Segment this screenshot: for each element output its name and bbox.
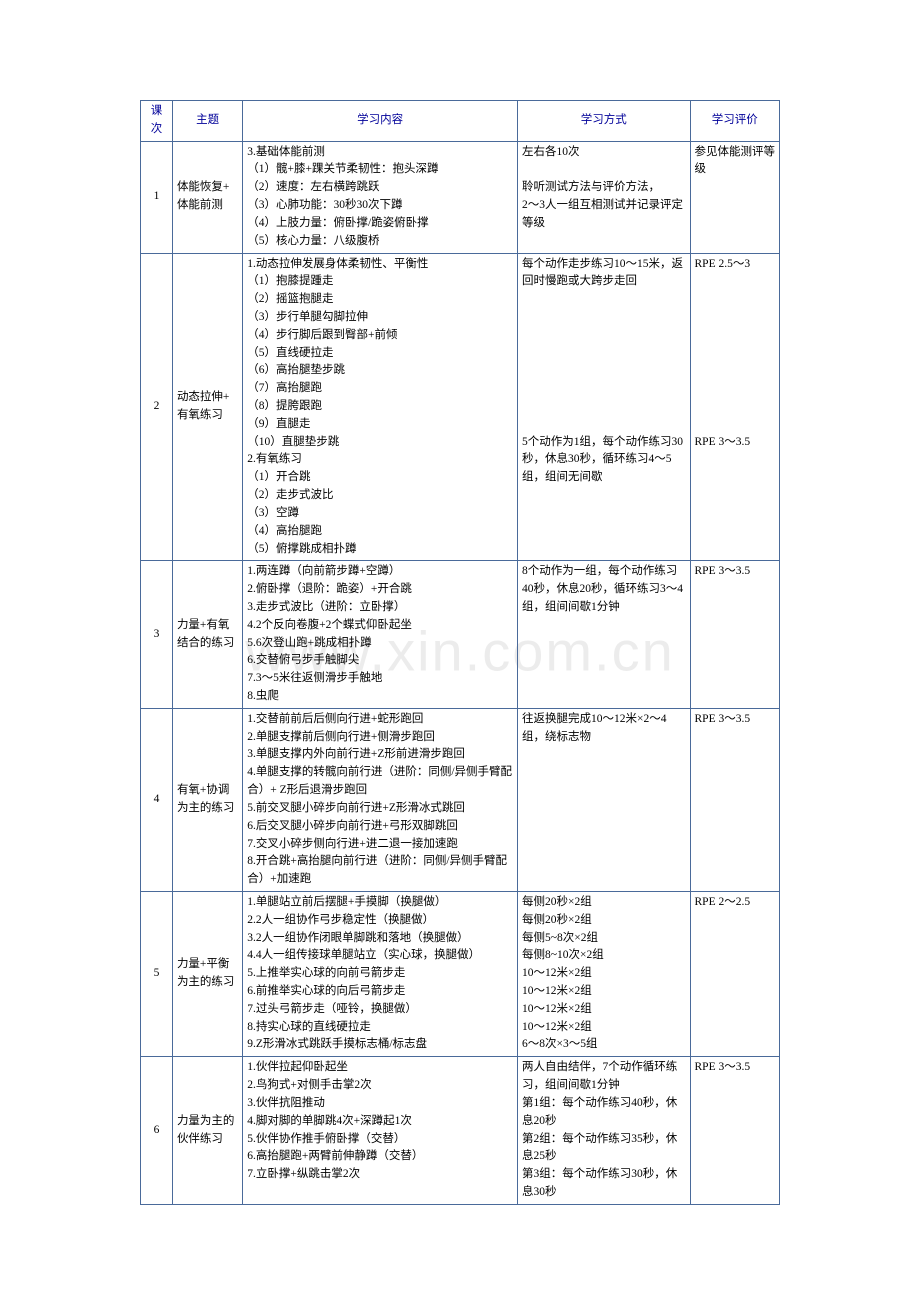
cell-num: 6 [141,1057,173,1205]
cell-method: 往返换腿完成10～12米×2～4组，绕标志物 [518,708,691,891]
cell-content: 1.动态拉伸发展身体柔韧性、平衡性（1）抱膝提踵走（2）摇篮抱腿走（3）步行单腿… [243,253,518,561]
cell-content: 1.两连蹲（向前箭步蹲+空蹲）2.俯卧撑（退阶：跪姿）+开合跳3.走步式波比（进… [243,561,518,709]
table-row: 4有氧+协调为主的练习1.交替前前后后侧向行进+蛇形跑回2.单腿支撑前后侧向行进… [141,708,780,891]
cell-eval: RPE 3～3.5 [690,561,779,709]
curriculum-table: 课次 主题 学习内容 学习方式 学习评价 1体能恢复+体能前测3.基础体能前测（… [140,100,780,1205]
table-row: 1体能恢复+体能前测3.基础体能前测（1）髋+膝+踝关节柔韧性：抱头深蹲（2）速… [141,141,780,253]
header-topic: 主题 [172,101,242,142]
table-row: 5力量+平衡为主的练习1.单腿站立前后摆腿+手摸脚（换腿做）2.2人一组协作弓步… [141,891,780,1056]
cell-content: 3.基础体能前测（1）髋+膝+踝关节柔韧性：抱头深蹲（2）速度：左右横跨跳跃（3… [243,141,518,253]
cell-topic: 有氧+协调为主的练习 [172,708,242,891]
cell-num: 4 [141,708,173,891]
cell-method: 每个动作走步练习10～15米，返回时慢跑或大跨步走回5个动作为1组，每个动作练习… [518,253,691,561]
cell-method: 每侧20秒×2组每侧20秒×2组每侧5~8次×2组每侧8~10次×2组10～12… [518,891,691,1056]
cell-num: 3 [141,561,173,709]
cell-content: 1.伙伴拉起仰卧起坐2.鸟狗式+对侧手击掌2次3.伙伴抗阻推动4.脚对脚的单脚跳… [243,1057,518,1205]
cell-eval: RPE 2.5～3RPE 3～3.5 [690,253,779,561]
cell-content: 1.单腿站立前后摆腿+手摸脚（换腿做）2.2人一组协作弓步稳定性（换腿做）3.2… [243,891,518,1056]
table-row: 2动态拉伸+有氧练习1.动态拉伸发展身体柔韧性、平衡性（1）抱膝提踵走（2）摇篮… [141,253,780,561]
header-method: 学习方式 [518,101,691,142]
cell-method: 左右各10次聆听测试方法与评价方法，2～3人一组互相测试并记录评定等级 [518,141,691,253]
table-row: 6力量为主的伙伴练习1.伙伴拉起仰卧起坐2.鸟狗式+对侧手击掌2次3.伙伴抗阻推… [141,1057,780,1205]
table-body: 1体能恢复+体能前测3.基础体能前测（1）髋+膝+踝关节柔韧性：抱头深蹲（2）速… [141,141,780,1204]
cell-method: 两人自由结伴，7个动作循环练习，组间间歇1分钟第1组：每个动作练习40秒，休息2… [518,1057,691,1205]
header-content: 学习内容 [243,101,518,142]
header-eval: 学习评价 [690,101,779,142]
header-num: 课次 [141,101,173,142]
table-row: 3力量+有氧结合的练习1.两连蹲（向前箭步蹲+空蹲）2.俯卧撑（退阶：跪姿）+开… [141,561,780,709]
header-row: 课次 主题 学习内容 学习方式 学习评价 [141,101,780,142]
cell-eval: 参见体能测评等级 [690,141,779,253]
cell-topic: 力量为主的伙伴练习 [172,1057,242,1205]
cell-num: 1 [141,141,173,253]
cell-topic: 动态拉伸+有氧练习 [172,253,242,561]
cell-topic: 力量+平衡为主的练习 [172,891,242,1056]
cell-eval: RPE 3～3.5 [690,1057,779,1205]
cell-method: 8个动作为一组，每个动作练习40秒，休息20秒，循环练习3～4组，组间间歇1分钟 [518,561,691,709]
cell-topic: 力量+有氧结合的练习 [172,561,242,709]
cell-num: 2 [141,253,173,561]
cell-content: 1.交替前前后后侧向行进+蛇形跑回2.单腿支撑前后侧向行进+侧滑步跑回3.单腿支… [243,708,518,891]
cell-num: 5 [141,891,173,1056]
cell-eval: RPE 3～3.5 [690,708,779,891]
cell-topic: 体能恢复+体能前测 [172,141,242,253]
cell-eval: RPE 2～2.5 [690,891,779,1056]
